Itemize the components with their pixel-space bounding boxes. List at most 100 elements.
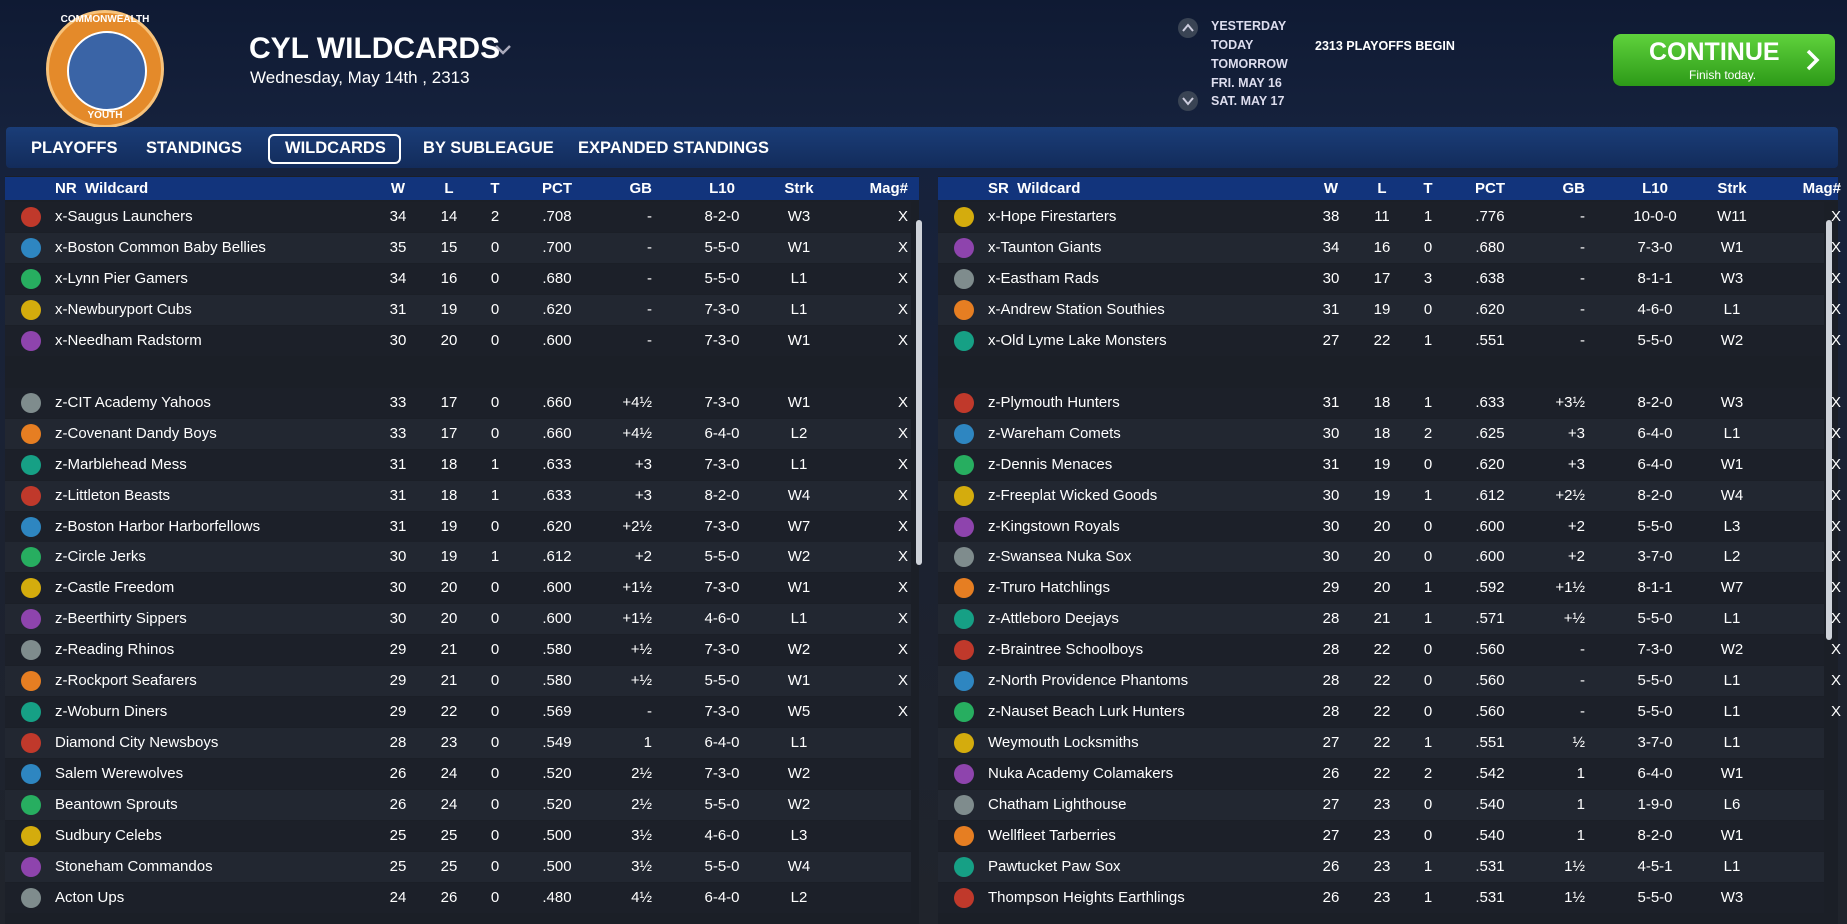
team-name[interactable]: z-Plymouth Hunters [988,393,1120,411]
team-name[interactable]: z-Nauset Beach Lurk Hunters [988,703,1185,721]
team-name[interactable]: x-Eastham Rads [988,269,1099,287]
column-header[interactable]: Mag# [869,180,908,197]
tab[interactable]: EXPANDED STANDINGS [578,139,769,157]
team-name[interactable]: Stoneham Commandos [55,857,213,875]
schedule-day[interactable]: SAT. MAY 17 [1211,94,1285,108]
stat-cell: 34 [1322,238,1340,256]
team-name[interactable]: x-Saugus Launchers [55,208,193,225]
stat-cell: 34 [389,269,407,287]
team-name[interactable]: Sudbury Celebs [55,827,162,844]
team-name[interactable]: x-Lynn Pier Gamers [55,269,188,287]
team-name[interactable]: z-Dennis Menaces [988,455,1113,473]
column-header[interactable]: T [490,180,500,197]
team-name[interactable]: Salem Werewolves [55,765,184,783]
schedule-down[interactable] [1177,90,1199,112]
team-name[interactable]: z-Covenant Dandy Boys [55,424,217,442]
continue-button[interactable]: CONTINUE Finish today. [1613,34,1835,86]
team-name[interactable]: z-Kingstown Royals [988,517,1120,535]
team-name[interactable]: z-Castle Freedom [55,579,175,597]
left-scrollbar[interactable] [916,220,922,565]
team-name[interactable]: Beantown Sprouts [55,796,178,814]
team-name[interactable]: x-Boston Common Baby Bellies [55,238,266,256]
column-header[interactable]: L10 [1642,180,1668,197]
column-header[interactable]: PCT [542,180,572,197]
team-name[interactable]: Weymouth Locksmiths [988,734,1139,752]
team-name[interactable]: z-Wareham Comets [988,424,1121,442]
schedule-day[interactable]: TODAY [1211,38,1254,52]
column-header[interactable]: Mag# [1802,180,1841,197]
page-title[interactable]: CYL WILDCARDS [249,32,501,65]
column-header[interactable]: GB [629,180,653,197]
stat-cell: 6-4-0 [704,888,740,906]
stat-cell: X [1830,548,1841,566]
tab[interactable]: BY SUBLEAGUE [423,139,554,157]
standings-row: x-Hope Firestarters 38 11 1.776-10-0-0 W11 X [938,202,1841,232]
column-header[interactable]: L [1377,180,1387,197]
team-name[interactable]: x-Taunton Giants [988,238,1102,256]
team-name[interactable]: Chatham Lighthouse [988,796,1127,814]
team-name[interactable]: z-Circle Jerks [55,548,146,566]
team-name[interactable]: Thompson Heights Earthlings [988,888,1185,906]
title-dropdown-arrow[interactable] [494,44,512,56]
column-header[interactable]: Strk [1717,180,1747,197]
stat-cell: 8-2-0 [1637,393,1673,411]
team-name[interactable]: z-Rockport Seafarers [55,672,197,690]
team-name[interactable]: z-Woburn Diners [55,703,168,721]
team-name[interactable]: Acton Ups [55,888,125,906]
tab[interactable]: WILDCARDS [285,139,386,157]
team-name[interactable]: x-Newburyport Cubs [55,300,192,318]
stat-cell: 24 [389,888,407,906]
schedule-day[interactable]: FRI. MAY 16 [1211,76,1282,90]
table-title: NR Wildcard [55,180,149,197]
right-scrollbar[interactable] [1826,220,1832,640]
team-name[interactable]: z-Beerthirty Sippers [55,610,187,628]
team-name[interactable]: z-Swansea Nuka Sox [988,548,1132,566]
stat-cell: 26 [389,796,407,814]
column-header[interactable]: Strk [784,180,814,197]
team-name[interactable]: Nuka Academy Colamakers [988,765,1174,783]
stat-cell: 28 [1322,641,1340,659]
tab[interactable]: PLAYOFFS [31,139,118,157]
column-header[interactable]: PCT [1475,180,1505,197]
standings-row: z-Nauset Beach Lurk Hunters 28 22 0 .560 - 5-5… [938,697,1841,728]
column-header[interactable]: W [390,180,406,197]
schedule-up[interactable] [1177,17,1199,39]
team-name[interactable]: z-Boston Harbor Harborfellows [55,517,261,535]
column-header[interactable]: L10 [709,180,735,197]
team-name[interactable]: z-CIT Academy Yahoos [55,393,211,411]
stat-cell: .660 [542,424,572,442]
stat-cell: 3-7-0 [1637,734,1673,752]
team-name[interactable]: z-Attleboro Deejays [988,610,1119,628]
team-name[interactable]: z-Littleton Beasts [55,486,171,504]
team-name[interactable]: z-Freeplat Wicked Goods [988,486,1158,504]
schedule-day[interactable]: YESTERDAY [1211,19,1287,33]
team-name[interactable]: z-Truro Hatchlings [988,579,1110,597]
team-name[interactable]: x-Needham Radstorm [55,331,202,349]
team-name[interactable]: x-Hope Firestarters [988,208,1117,225]
stat-cell: .520 [542,796,572,814]
team-name[interactable]: x-Andrew Station Southies [988,300,1165,318]
stat-cell: 29 [389,641,407,659]
column-header[interactable]: W [1323,180,1339,197]
column-header[interactable]: L [444,180,454,197]
team-name[interactable]: z-Marblehead Mess [55,455,187,473]
schedule-day[interactable]: TOMORROW [1211,57,1288,71]
stat-cell: 19 [440,300,458,318]
team-name[interactable]: Diamond City Newsboys [55,734,219,752]
stat-cell: 25 [389,857,407,875]
column-header[interactable]: T [1423,180,1433,197]
team-name[interactable]: x-Old Lyme Lake Monsters [988,331,1167,349]
team-name[interactable]: Pawtucket Paw Sox [988,857,1121,875]
stat-cell: X [1830,331,1841,349]
team-name[interactable]: Wellfleet Tarberries [988,827,1116,844]
team-name[interactable]: z-Braintree Schoolboys [988,641,1144,659]
column-header[interactable]: GB [1562,180,1586,197]
stat-cell: 14 [440,208,458,225]
team-name[interactable]: z-North Providence Phantoms [988,672,1189,690]
stat-cell: .625 [1475,424,1505,442]
stat-cell: X [897,641,908,659]
stat-cell: 30 [1322,517,1340,535]
tab[interactable]: STANDINGS [146,139,242,157]
team-name[interactable]: z-Reading Rhinos [55,641,175,659]
stat-cell: +3 [634,486,652,504]
